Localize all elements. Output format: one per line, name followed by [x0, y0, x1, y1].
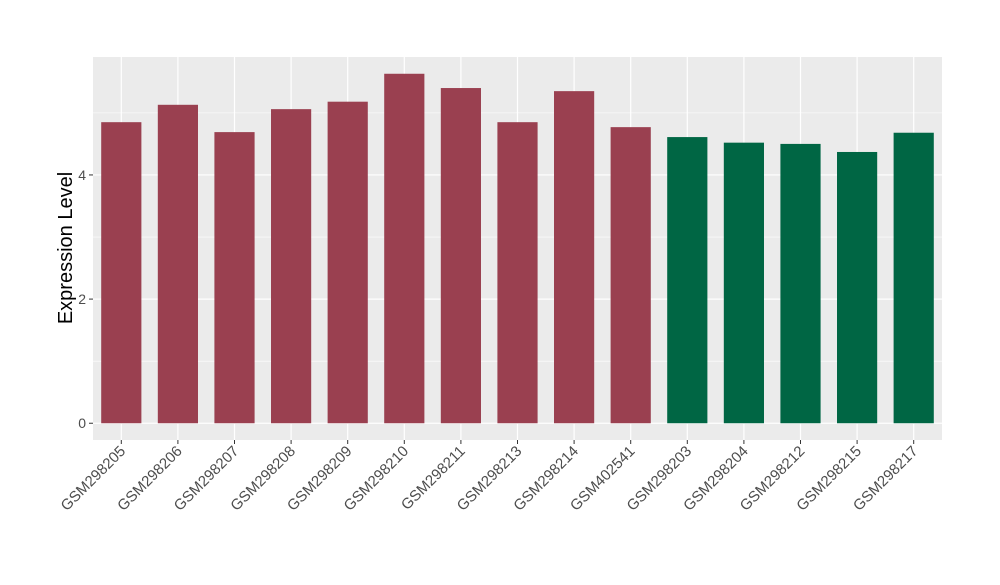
bar-GSM298214: [554, 91, 595, 424]
bar-GSM298207: [214, 132, 255, 424]
bar-GSM298209: [327, 101, 368, 424]
bar-GSM298204: [723, 142, 764, 424]
y-tick-label: 4: [78, 167, 86, 183]
bar-GSM298206: [157, 104, 198, 424]
y-tick-label: 2: [78, 291, 86, 307]
y-tick-label: 0: [78, 415, 86, 431]
bar-GSM298211: [440, 88, 481, 424]
bar-GSM298205: [101, 122, 142, 424]
bar-GSM298217: [893, 132, 934, 424]
bar-GSM298213: [497, 122, 538, 424]
y-axis: 0 2 4: [78, 167, 93, 431]
bar-GSM298210: [384, 73, 425, 424]
x-axis: GSM298205GSM298206GSM298207GSM298208GSM2…: [58, 440, 922, 514]
bar-GSM298208: [271, 109, 312, 424]
bar-GSM298203: [667, 137, 708, 424]
bar-GSM298212: [780, 143, 821, 424]
bar-GSM402541: [610, 127, 651, 424]
bar-GSM298215: [837, 151, 878, 424]
y-axis-label: Expression Level: [55, 172, 77, 324]
bars: [101, 73, 934, 424]
